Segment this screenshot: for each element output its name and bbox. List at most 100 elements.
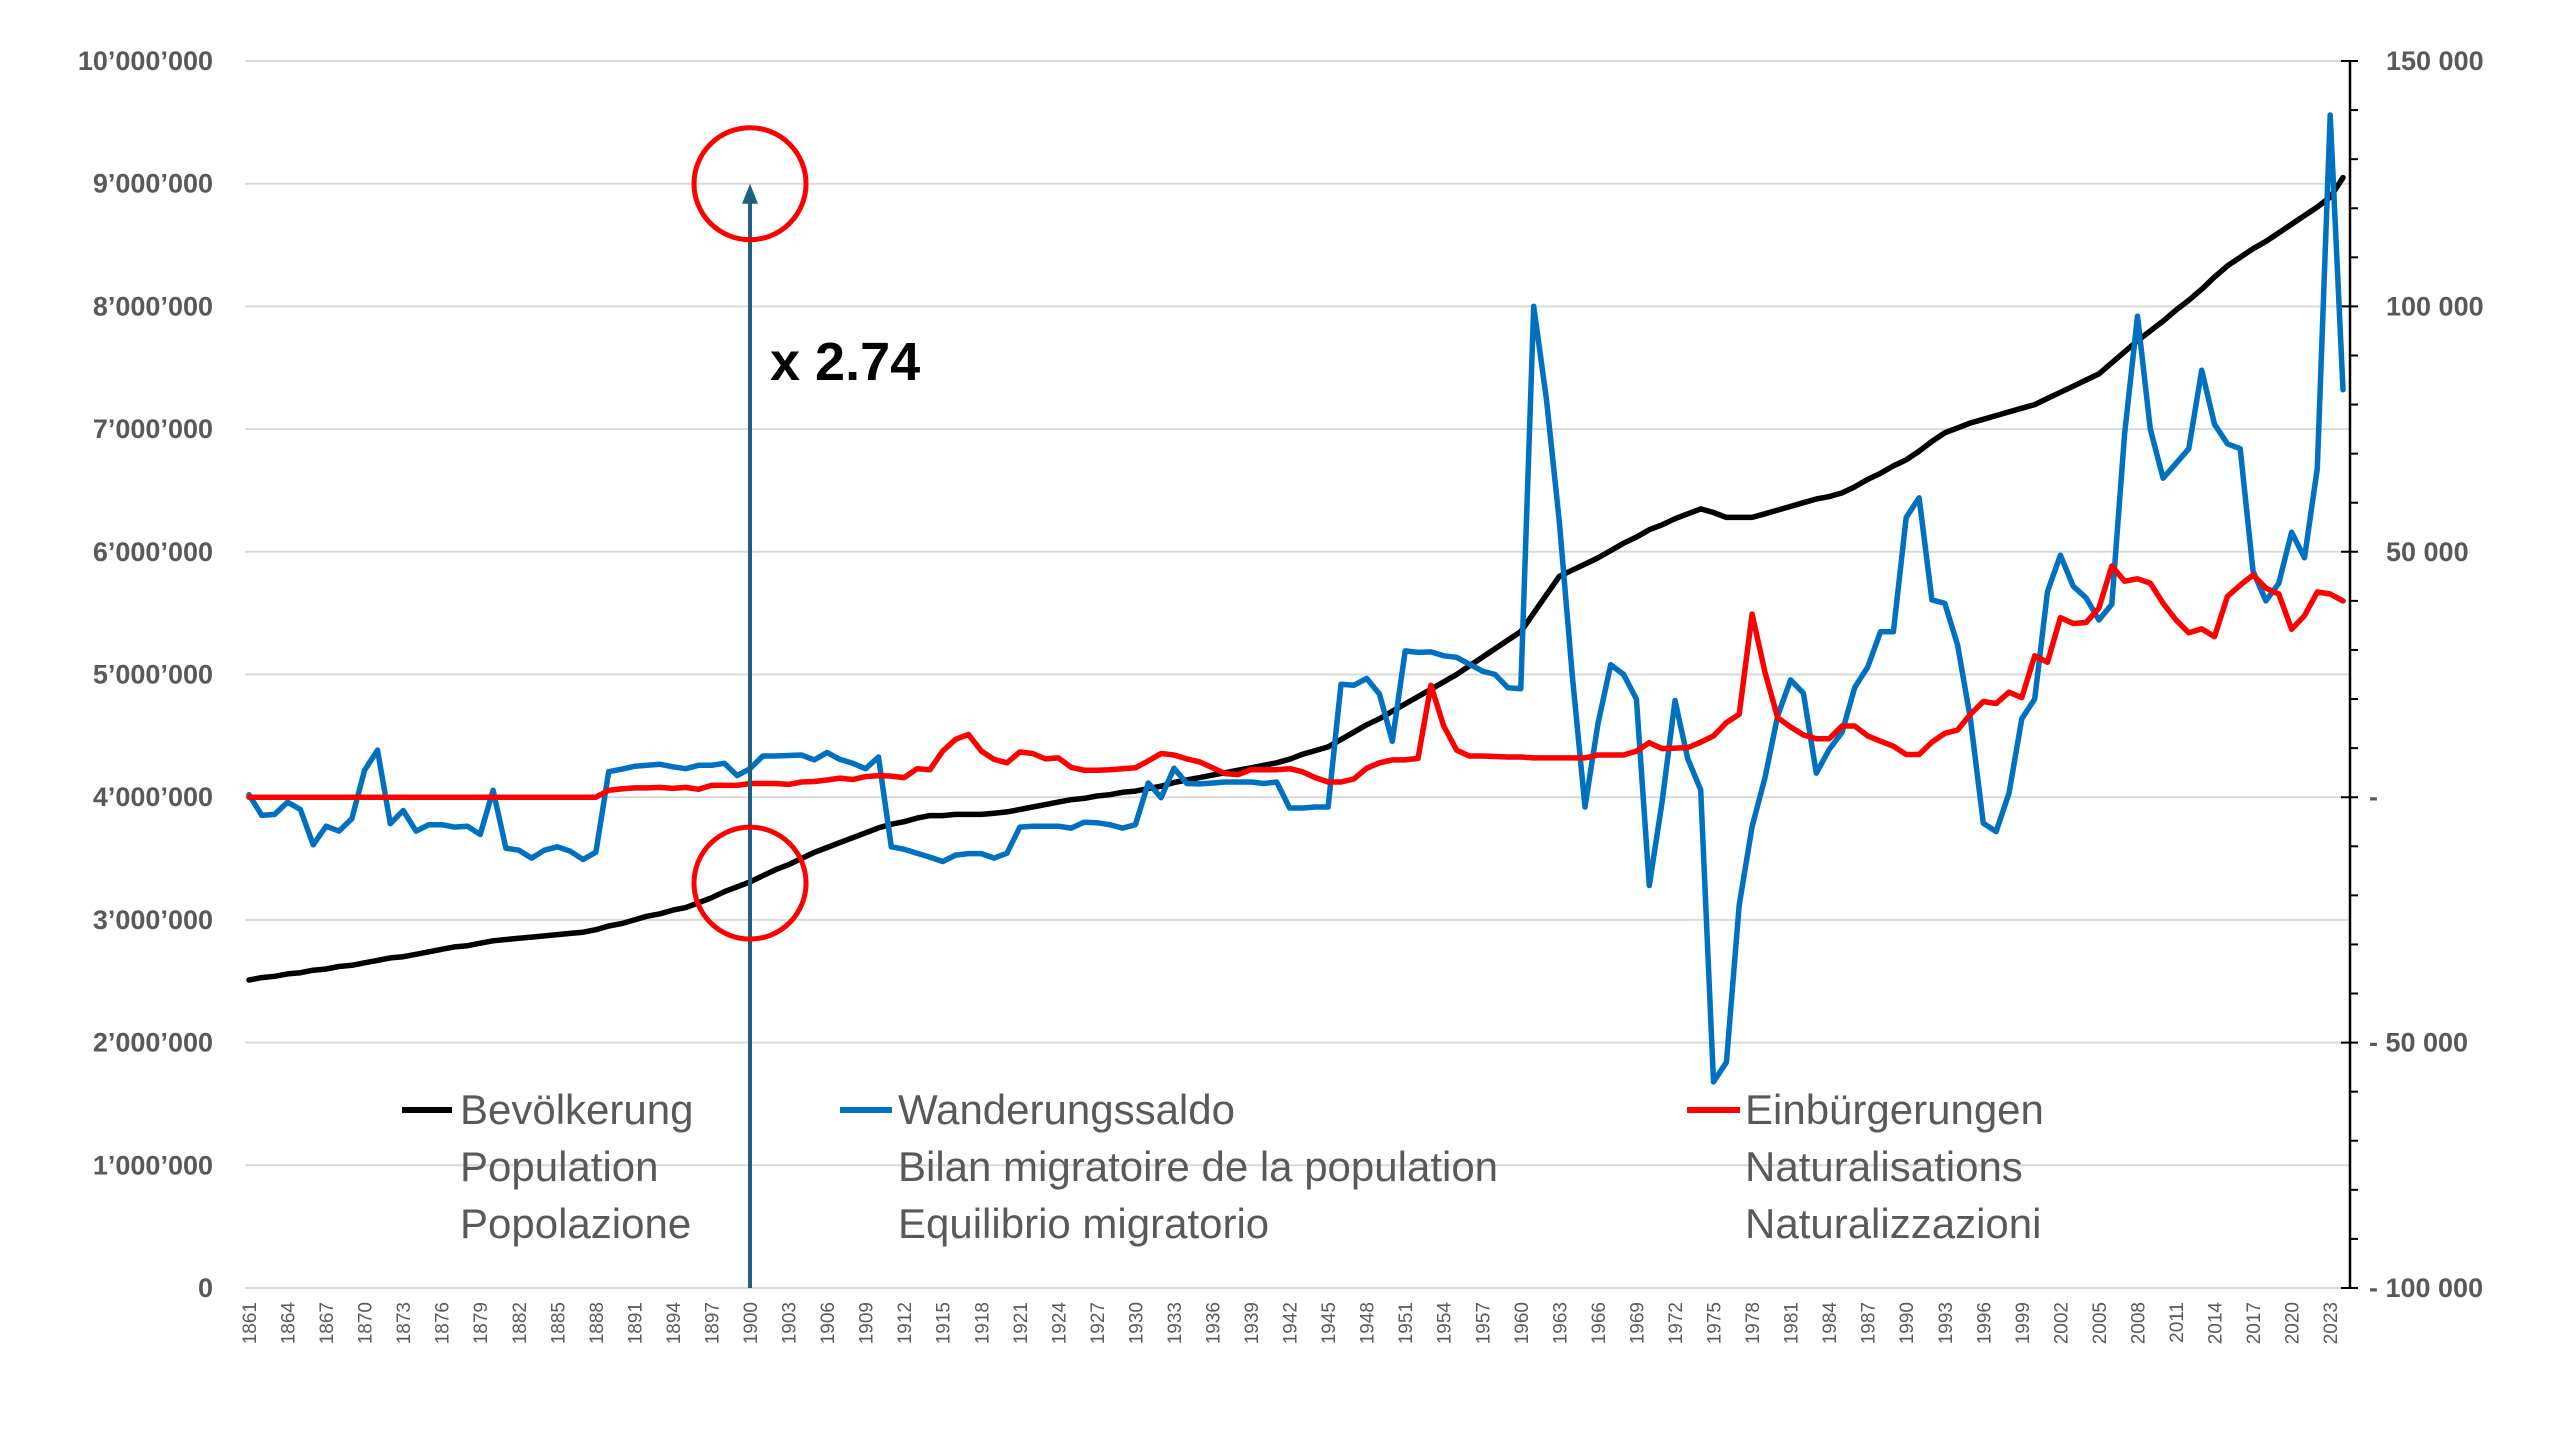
x-axis-tick-label: 1963 — [1550, 1302, 1571, 1344]
x-axis-tick-label: 1930 — [1126, 1302, 1147, 1344]
left-axis-tick-label: 3’000’000 — [93, 905, 213, 935]
x-axis-tick-label: 1978 — [1743, 1302, 1764, 1344]
x-axis-tick-label: 2023 — [2321, 1302, 2342, 1344]
x-axis-tick-label: 1939 — [1242, 1302, 1263, 1344]
x-axis-tick-label: 1936 — [1203, 1302, 1224, 1344]
x-axis-tick-label: 1924 — [1049, 1302, 1070, 1345]
x-axis-tick-label: 2011 — [2167, 1302, 2188, 1343]
growth-factor-label: x 2.74 — [770, 332, 920, 392]
x-axis-tick-label: 2017 — [2244, 1302, 2265, 1344]
highlight-circle-target — [691, 125, 809, 243]
x-axis-tick-label: 1870 — [356, 1302, 377, 1344]
gridlines — [245, 60, 2350, 1289]
x-axis-tick-label: 1990 — [1897, 1302, 1918, 1344]
x-axis-tick-label: 1987 — [1859, 1302, 1880, 1344]
x-axis-tick-label: 1975 — [1705, 1302, 1726, 1344]
legend-label: Bilan migratoire de la population — [898, 1143, 1498, 1190]
legend-label: Wanderungssaldo — [898, 1086, 1235, 1133]
legend: Bevölkerung Population Popolazione Wande… — [402, 1086, 2044, 1247]
legend-label: Popolazione — [460, 1200, 691, 1247]
x-axis-tick-label: 1888 — [587, 1302, 608, 1344]
x-axis-tick-label: 1891 — [625, 1302, 646, 1344]
x-axis-tick-label: 1885 — [548, 1302, 569, 1344]
left-axis-tick-label: 6’000’000 — [93, 537, 213, 567]
x-axis-tick-label: 1933 — [1165, 1302, 1186, 1344]
annotations: x 2.74 — [691, 125, 920, 1288]
legend-label: Bevölkerung — [460, 1086, 693, 1133]
legend-item-naturalisations: Einbürgerungen Naturalisations Naturaliz… — [1687, 1086, 2044, 1247]
x-axis-tick-label: 1948 — [1358, 1302, 1379, 1344]
x-axis-tick-label: 1921 — [1011, 1302, 1032, 1344]
x-axis-tick-label: 2005 — [2090, 1302, 2111, 1344]
x-axis-tick-label: 1909 — [857, 1302, 878, 1344]
migration-balance-line — [246, 112, 2346, 1085]
x-axis-tick-label: 1897 — [702, 1302, 723, 1344]
x-axis-tick-label: 1993 — [1936, 1302, 1957, 1344]
x-axis-tick-label: 1867 — [317, 1302, 338, 1344]
right-axis-tick-label: - 50 000 — [2369, 1028, 2468, 1058]
series-lines — [246, 112, 2346, 1085]
right-axis-tick-label: - — [2369, 782, 2378, 812]
left-axis-tick-label: 8’000’000 — [93, 291, 213, 321]
left-axis: 0 1’000’000 2’000’000 3’000’000 4’000’000 5’0… — [78, 46, 213, 1303]
legend-label: Einbürgerungen — [1745, 1086, 2044, 1133]
x-axis-tick-label: 1912 — [895, 1302, 916, 1344]
x-axis-tick-label: 1861 — [240, 1302, 261, 1344]
population-line — [246, 174, 2346, 983]
left-axis-tick-label: 5’000’000 — [93, 660, 213, 690]
x-axis-tick-label: 1996 — [1974, 1302, 1995, 1344]
x-axis-tick-label: 1945 — [1319, 1302, 1340, 1344]
x-axis-tick-label: 1957 — [1473, 1302, 1494, 1344]
left-axis-tick-label: 4’000’000 — [93, 782, 213, 812]
legend-item-population: Bevölkerung Population Popolazione — [402, 1086, 693, 1247]
x-axis-tick-label: 1900 — [741, 1302, 762, 1344]
x-axis-tick-label: 2014 — [2206, 1302, 2227, 1345]
legend-label: Equilibrio migratorio — [898, 1200, 1269, 1247]
legend-label: Naturalisations — [1745, 1143, 2023, 1190]
x-axis-tick-label: 1882 — [510, 1302, 531, 1344]
right-axis-tick-label: 100 000 — [2386, 291, 2484, 321]
x-axis-tick-label: 1906 — [818, 1302, 839, 1344]
left-axis-tick-label: 0 — [198, 1273, 213, 1303]
right-axis-tick-label: - 100 000 — [2369, 1273, 2483, 1303]
x-axis: 1861 1864 1867 1870 1873 1876 1879 1882 1885 1888… — [240, 1302, 2342, 1345]
growth-arrow-head-icon — [742, 183, 759, 204]
x-axis-tick-label: 1927 — [1088, 1302, 1109, 1344]
x-axis-tick-label: 1879 — [471, 1302, 492, 1344]
x-axis-tick-label: 2008 — [2128, 1302, 2149, 1344]
x-axis-tick-label: 1984 — [1820, 1302, 1841, 1345]
x-axis-tick-label: 1969 — [1627, 1302, 1648, 1344]
left-axis-tick-label: 7’000’000 — [93, 414, 213, 444]
x-axis-tick-label: 1951 — [1396, 1302, 1417, 1344]
x-axis-tick-label: 1918 — [972, 1302, 993, 1344]
x-axis-tick-label: 1972 — [1666, 1302, 1687, 1344]
x-axis-tick-label: 1864 — [279, 1302, 300, 1345]
right-axis: - 100 000 - 50 000 - 50 000 100 000 150 000 — [2341, 46, 2484, 1303]
x-axis-tick-label: 1903 — [780, 1302, 801, 1344]
x-axis-tick-label: 1966 — [1589, 1302, 1610, 1344]
x-axis-tick-label: 2020 — [2283, 1302, 2304, 1344]
x-axis-tick-label: 1999 — [2013, 1302, 2034, 1344]
x-axis-tick-label: 1873 — [394, 1302, 415, 1344]
left-axis-tick-label: 2’000’000 — [93, 1028, 213, 1058]
highlight-circle-1900 — [691, 824, 809, 942]
left-axis-tick-label: 1’000’000 — [93, 1150, 213, 1180]
left-axis-tick-label: 9’000’000 — [93, 169, 213, 199]
x-axis-tick-label: 1894 — [664, 1302, 685, 1345]
right-axis-tick-label: 50 000 — [2386, 537, 2469, 567]
x-axis-tick-label: 1960 — [1512, 1302, 1533, 1344]
x-axis-tick-label: 1915 — [934, 1302, 955, 1344]
x-axis-tick-label: 1981 — [1782, 1302, 1803, 1344]
x-axis-tick-label: 1954 — [1435, 1302, 1456, 1345]
legend-item-migration: Wanderungssaldo Bilan migratoire de la p… — [840, 1086, 1498, 1247]
x-axis-tick-label: 1876 — [433, 1302, 454, 1344]
x-axis-tick-label: 2002 — [2051, 1302, 2072, 1344]
legend-label: Population — [460, 1143, 659, 1190]
x-axis-tick-label: 1942 — [1281, 1302, 1302, 1344]
right-axis-tick-label: 150 000 — [2386, 46, 2484, 76]
left-axis-tick-label: 10’000’000 — [78, 46, 213, 76]
legend-label: Naturalizzazioni — [1745, 1200, 2041, 1247]
naturalisations-line — [246, 563, 2346, 800]
